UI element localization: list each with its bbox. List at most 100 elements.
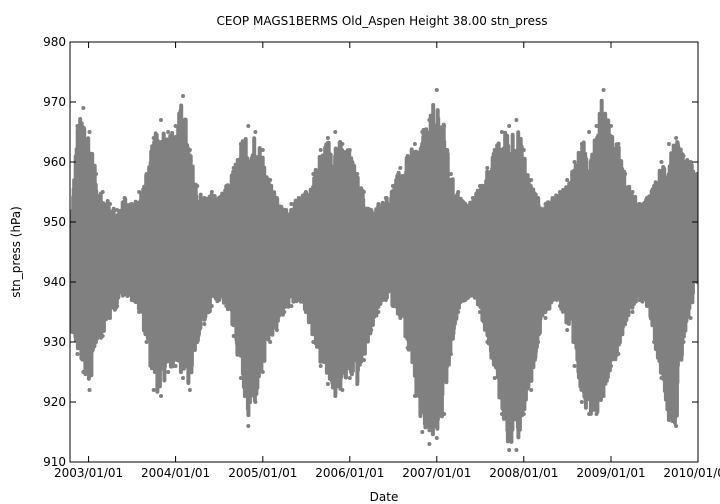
data-point-min: [499, 412, 504, 416]
data-point-max: [623, 172, 628, 176]
x-tick-label: 2010/01/01: [663, 466, 720, 480]
y-axis-label: stn_press (hPa): [9, 206, 23, 298]
data-point-min: [144, 340, 149, 344]
data-point-min: [94, 340, 98, 344]
data-point-min: [529, 388, 534, 392]
data-point-min: [87, 388, 92, 392]
data-point-max: [550, 196, 555, 200]
data-point-min: [601, 394, 606, 398]
y-tick-label: 970: [43, 95, 66, 109]
data-point-max: [674, 136, 679, 140]
data-point-min: [463, 298, 468, 302]
data-point-min: [623, 322, 628, 326]
data-point-min: [507, 448, 512, 452]
data-point-min: [398, 316, 403, 320]
data-point-min: [448, 352, 453, 356]
data-point-min: [108, 316, 112, 320]
data-point-max: [666, 142, 671, 146]
data-point-min: [594, 412, 599, 416]
data-point-max: [609, 124, 613, 128]
data-point-min: [181, 376, 185, 380]
x-tick-label: 2004/01/01: [141, 466, 210, 480]
data-point-min: [282, 310, 287, 314]
data-point-max: [383, 196, 388, 200]
data-point-min: [470, 292, 475, 296]
data-point-max: [412, 142, 417, 146]
data-point-min: [369, 328, 374, 332]
data-point-min: [630, 310, 635, 314]
data-point-min: [456, 310, 461, 314]
data-point-max: [477, 184, 482, 188]
data-point-max: [361, 190, 366, 194]
y-tick-label: 980: [43, 35, 66, 49]
data-point-max: [355, 172, 360, 176]
data-point-max: [492, 148, 497, 152]
data-point-min: [420, 430, 425, 434]
data-point-min: [159, 394, 163, 398]
data-point-min: [383, 298, 388, 302]
data-point-min: [536, 340, 541, 344]
data-point-max: [159, 118, 163, 122]
data-point-min: [521, 412, 526, 416]
y-tick-label: 910: [43, 455, 66, 469]
data-point-max: [601, 88, 606, 92]
data-point-max: [587, 130, 592, 134]
data-point-min: [674, 424, 679, 428]
data-point-max: [543, 202, 548, 206]
data-point-min: [151, 388, 156, 392]
data-point-min: [253, 400, 258, 404]
data-point-max: [282, 208, 287, 212]
data-point-min: [296, 298, 301, 302]
data-point-max: [405, 154, 410, 158]
data-point-max: [289, 202, 294, 206]
data-point-max: [75, 124, 80, 128]
data-point-max: [572, 160, 577, 164]
data-point-min: [260, 370, 265, 374]
series-line-stn-press: [70, 98, 698, 444]
x-tick-label: 2008/01/01: [489, 466, 558, 480]
data-point-max: [659, 160, 664, 164]
data-point-max: [296, 196, 301, 200]
data-point-max: [209, 190, 214, 194]
data-point-max: [81, 106, 86, 110]
data-point-min: [587, 412, 592, 416]
data-point-max: [108, 202, 112, 206]
data-point-min: [666, 418, 671, 422]
data-point-min: [355, 382, 360, 386]
data-point-min: [311, 340, 316, 344]
data-point-max: [94, 172, 98, 176]
x-tick-label: 2003/01/01: [54, 466, 123, 480]
data-point-min: [129, 298, 134, 302]
data-point-min: [492, 376, 497, 380]
data-point-max: [616, 142, 621, 146]
data-point-min: [659, 376, 664, 380]
data-point-max: [166, 130, 171, 134]
data-point-min: [572, 364, 577, 368]
data-point-max: [529, 178, 534, 182]
data-point-max: [260, 148, 265, 152]
data-point-min: [434, 436, 439, 440]
data-point-min: [303, 310, 308, 314]
data-point-max: [187, 148, 192, 152]
data-point-min: [681, 340, 686, 344]
data-point-min: [166, 370, 171, 374]
data-point-max: [231, 166, 236, 170]
data-point-max: [173, 124, 178, 128]
data-point-max: [448, 172, 453, 176]
data-point-min: [543, 316, 548, 320]
data-point-min: [390, 304, 395, 308]
data-point-max: [87, 130, 92, 134]
data-point-min: [514, 448, 519, 452]
data-point-max: [536, 196, 541, 200]
data-point-max: [695, 172, 698, 176]
y-tick-label: 950: [43, 215, 66, 229]
series-layer: [70, 88, 698, 452]
data-point-max: [376, 202, 381, 206]
data-point-max: [195, 184, 200, 188]
data-point-max: [594, 124, 599, 128]
data-point-min: [173, 364, 178, 368]
x-axis-label: Date: [370, 490, 399, 504]
data-point-min: [361, 358, 366, 362]
x-tick-label: 2005/01/01: [228, 466, 297, 480]
plot-frame: [69, 41, 699, 463]
